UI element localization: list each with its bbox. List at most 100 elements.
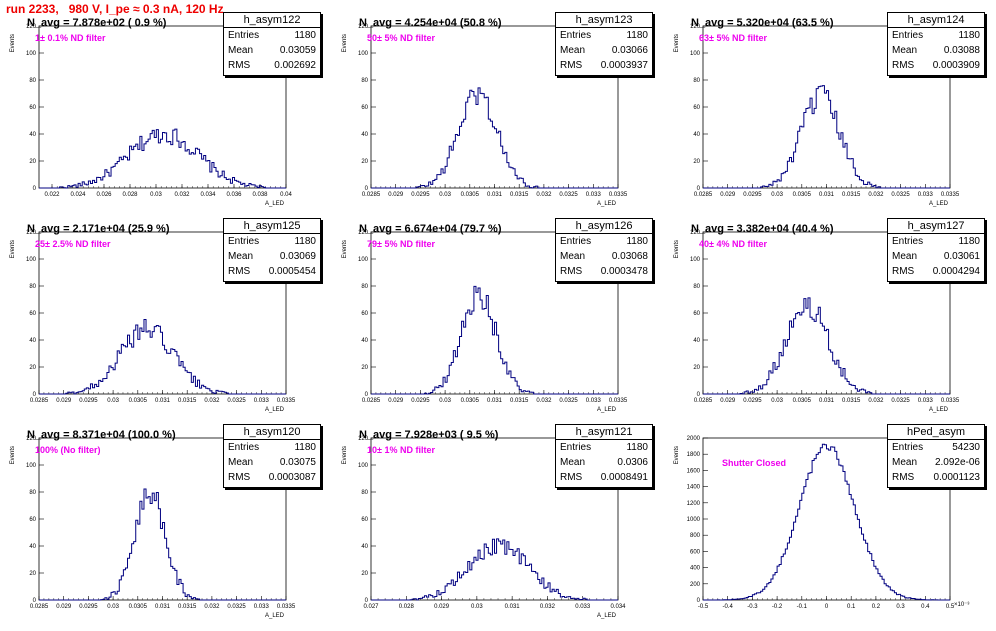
y-tick-label: 40 <box>29 544 36 550</box>
run-title: run 2233, 980 V, I_pe ≈ 0.3 nA, 120 Hz <box>6 2 224 16</box>
filter-label: Shutter Closed <box>722 458 787 468</box>
y-tick-label: 0 <box>33 186 37 192</box>
x-tick-label: 0.03 <box>771 192 783 198</box>
x-tick-label: 0.4 <box>921 604 930 610</box>
y-axis-label: Events <box>10 34 16 52</box>
stats-key: RMS <box>892 266 915 277</box>
filter-label: 40± 4% ND filter <box>699 239 767 249</box>
y-tick-label: 40 <box>29 338 36 344</box>
y-tick-label: 0 <box>33 598 37 604</box>
histogram-plot: 0.0285 0.029 0.0295 0.03 0.0305 0.031 0.0315 0.… <box>342 230 628 413</box>
y-tick-label: 120 <box>358 436 369 442</box>
histogram-panel-h_asym123: 0.0285 0.029 0.0295 0.03 0.0305 0.031 0.0315 0.… <box>332 12 664 219</box>
y-axis-label: Events <box>342 240 348 258</box>
y-tick-label: 100 <box>26 257 37 263</box>
histogram-panel-h_asym121: 0.027 0.028 0.029 0.03 0.031 0.032 0.033 0.034 0… <box>332 424 664 631</box>
y-tick-label: 0 <box>697 186 701 192</box>
x-tick-label: 0.033 <box>586 398 602 404</box>
y-tick-label: 20 <box>361 159 368 165</box>
stats-box: hPed_asym Entries 54230 Mean 2.092e-06 RMS 0.0… <box>887 424 985 488</box>
stats-value: 1180 <box>294 30 316 41</box>
stats-key: RMS <box>228 60 251 71</box>
x-axis-label: A_LED <box>265 407 285 413</box>
stats-key: RMS <box>560 266 583 277</box>
stats-row-rms: RMS 0.0003909 <box>888 58 984 73</box>
stats-box-title: h_asym122 <box>224 13 320 28</box>
x-tick-label: 0.04 <box>280 192 292 198</box>
stats-key: RMS <box>228 472 251 483</box>
stats-value: 0.03066 <box>611 45 648 56</box>
histogram-panel-h_asym126: 0.0285 0.029 0.0295 0.03 0.0305 0.031 0.0315 0.… <box>332 218 664 425</box>
x-tick-label: 0.0285 <box>362 192 381 198</box>
stats-value: 0.03068 <box>611 251 648 262</box>
x-tick-label: 0.029 <box>56 604 72 610</box>
y-tick-label: 120 <box>26 230 37 236</box>
stats-row-rms: RMS 0.0001123 <box>888 470 984 485</box>
stats-box-title: hPed_asym <box>888 425 984 440</box>
y-tick-label: 0 <box>365 186 369 192</box>
x-tick-label: 0.0305 <box>461 398 480 404</box>
histogram-line <box>39 128 286 189</box>
stats-row-entries: Entries 1180 <box>224 440 320 455</box>
stats-row-mean: Mean 0.03061 <box>888 249 984 264</box>
x-tick-label: 0.0285 <box>30 398 49 404</box>
navg-label: N_avg = 7.928e+03 ( 9.5 %) <box>359 429 499 441</box>
x-tick-label: 0.0315 <box>510 192 529 198</box>
x-tick-label: -0.1 <box>797 604 808 610</box>
y-tick-label: 60 <box>361 517 368 523</box>
x-axis-label: A_LED <box>597 201 617 207</box>
y-tick-label: 200 <box>690 582 701 588</box>
y-tick-label: 120 <box>358 24 369 30</box>
stats-box: h_asym120 Entries 1180 Mean 0.03075 RMS 0.0003… <box>223 424 321 488</box>
x-tick-label: 0 <box>825 604 829 610</box>
x-tick-label: 0.5 <box>946 604 955 610</box>
x-tick-label: 0.0285 <box>30 604 49 610</box>
histogram-plot: 0.0285 0.029 0.0295 0.03 0.0305 0.031 0.0315 0.… <box>674 230 960 413</box>
stats-value: 1180 <box>294 236 316 247</box>
stats-row-mean: Mean 0.03059 <box>224 43 320 58</box>
filter-label: 1± 0.1% ND filter <box>35 33 106 43</box>
histogram-line <box>703 443 950 601</box>
x-tick-label: 0.0315 <box>178 604 197 610</box>
x-tick-label: -0.3 <box>747 604 758 610</box>
stats-row-entries: Entries 1180 <box>556 234 652 249</box>
stats-value: 0.0005454 <box>268 266 316 277</box>
stats-value: 2.092e-06 <box>934 457 980 468</box>
x-tick-label: 0.024 <box>70 192 86 198</box>
stats-value: 0.0003937 <box>600 60 648 71</box>
x-tick-label: 0.0325 <box>891 192 910 198</box>
y-tick-label: 20 <box>693 159 700 165</box>
x-tick-label: 0.2 <box>872 604 881 610</box>
x-tick-label: 0.033 <box>254 398 270 404</box>
x-tick-label: 0.034 <box>200 192 216 198</box>
x-tick-label: 0.0315 <box>510 398 529 404</box>
y-tick-label: 600 <box>690 549 701 555</box>
y-tick-label: 1000 <box>687 517 701 523</box>
y-tick-label: 100 <box>690 257 701 263</box>
y-tick-label: 40 <box>693 132 700 138</box>
filter-label: 10± 1% ND filter <box>367 445 435 455</box>
x-tick-label: 0.1 <box>847 604 856 610</box>
stats-key: Entries <box>228 236 260 247</box>
x-tick-label: 0.03 <box>439 192 451 198</box>
x-tick-label: 0.0295 <box>411 398 430 404</box>
x-tick-label: 0.033 <box>918 192 934 198</box>
stats-row-entries: Entries 1180 <box>224 234 320 249</box>
stats-row-rms: RMS 0.0003937 <box>556 58 652 73</box>
x-tick-label: 0.031 <box>487 192 503 198</box>
x-tick-label: 0.033 <box>586 192 602 198</box>
x-axis-label: A_LED <box>597 407 617 413</box>
y-axis-label: Events <box>10 240 16 258</box>
stats-value: 0.0003087 <box>268 472 316 483</box>
filter-label: 63± 5% ND filter <box>699 33 767 43</box>
stats-value: 0.03069 <box>279 251 316 262</box>
x-tick-label: 0.0315 <box>842 192 861 198</box>
y-axis-label: Events <box>674 446 680 464</box>
navg-label: N_avg = 8.371e+04 (100.0 %) <box>27 429 176 441</box>
x-tick-label: 0.032 <box>536 398 552 404</box>
stats-key: Mean <box>228 45 254 56</box>
histogram-plot: 0.0285 0.029 0.0295 0.03 0.0305 0.031 0.0315 0.… <box>10 436 296 619</box>
y-tick-label: 60 <box>29 517 36 523</box>
y-tick-label: 80 <box>361 490 368 496</box>
stats-value: 0.0003478 <box>600 266 648 277</box>
